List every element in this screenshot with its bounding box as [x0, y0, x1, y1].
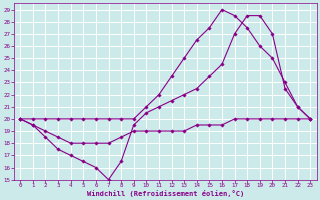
X-axis label: Windchill (Refroidissement éolien,°C): Windchill (Refroidissement éolien,°C): [87, 190, 244, 197]
